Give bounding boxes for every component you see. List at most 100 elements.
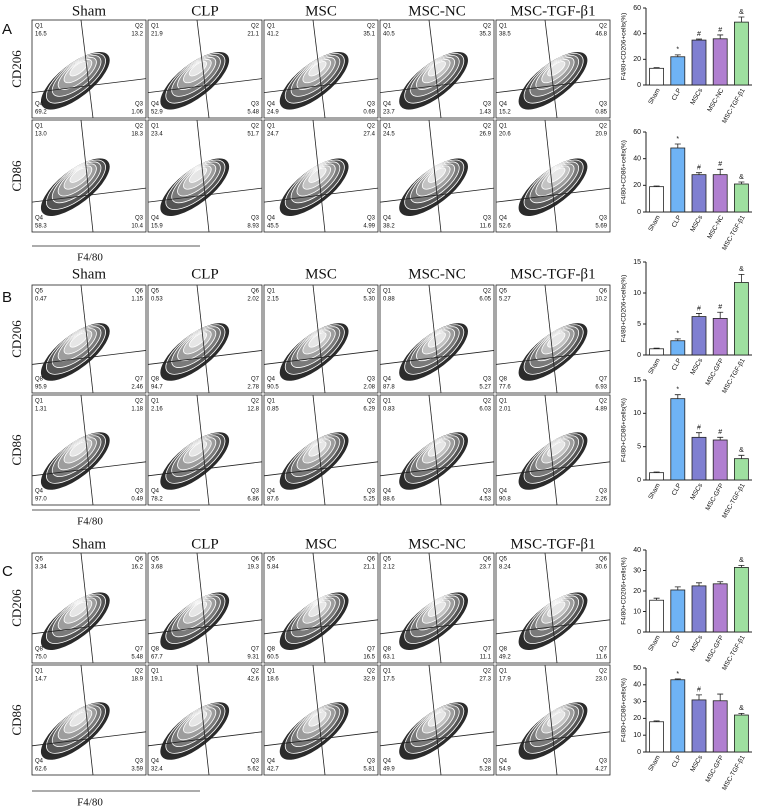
quadrant-label: Q1 (383, 399, 392, 405)
quadrant-value: 69.2 (35, 110, 47, 116)
flow-plot: Q5 3.68 Q6 19.3 Q7 9.31 Q8 67.7 (147, 552, 263, 664)
quadrant-value: 9.31 (247, 655, 259, 661)
gate-line (196, 394, 210, 506)
column-header: MSC (305, 536, 337, 552)
y-axis-label: F4/80+CD86+cells(%) (621, 678, 628, 742)
quadrant-label: Q2 (135, 669, 144, 675)
quadrant-label: Q6 (251, 289, 260, 295)
gate-line (80, 119, 94, 233)
quadrant-value: 88.6 (383, 497, 395, 503)
y-tick-label: 20 (633, 715, 641, 722)
x-tick-label: MSC-TGF-β1 (721, 482, 747, 520)
gate-line (544, 552, 558, 664)
y-tick-label: 30 (633, 567, 641, 574)
y-tick-label: 20 (633, 588, 641, 595)
x-tick-label: Sham (647, 754, 662, 772)
quadrant-value: 41.2 (267, 32, 279, 38)
flow-plot: Q1 20.6 Q2 20.9 Q3 5.69 Q4 52.6 (495, 119, 611, 233)
error-bar (717, 34, 724, 39)
quadrant-value: 2.78 (247, 385, 259, 391)
panel-letter: C (2, 563, 13, 580)
quadrant-label: Q4 (499, 216, 508, 222)
quadrant-value: 18.6 (267, 677, 279, 683)
error-bar (738, 181, 745, 184)
quadrant-value: 10.4 (131, 224, 143, 230)
quadrant-value: 15.2 (499, 110, 511, 116)
significance-mark: & (739, 174, 744, 181)
error-bar (738, 712, 745, 716)
y-tick-label: 60 (633, 129, 641, 136)
density-contour (69, 711, 88, 727)
quadrant-label: Q4 (35, 216, 44, 222)
gate-line (428, 119, 442, 233)
x-tick-label: Sham (647, 634, 662, 652)
quadrant-value: 2.12 (383, 565, 395, 571)
quadrant-value: 8.93 (247, 224, 259, 230)
column-header: CLP (191, 536, 219, 552)
quadrant-value: 26.9 (479, 132, 491, 138)
x-tick-label: CLP (671, 482, 683, 496)
x-tick-label: Sham (647, 214, 662, 232)
column-header: MSC-TGF-β1 (510, 536, 595, 552)
quadrant-label: Q3 (251, 759, 260, 765)
quadrant-value: 8.24 (499, 565, 511, 571)
quadrant-label: Q2 (483, 399, 492, 405)
flow-plot: Q5 0.47 Q6 1.15 Q7 2.46 Q8 95.9 (31, 284, 147, 394)
quadrant-value: 10.2 (595, 297, 607, 303)
quadrant-value: 5.30 (363, 297, 375, 303)
error-bar (717, 311, 724, 319)
gate-line (80, 284, 94, 394)
gate-line (80, 552, 94, 664)
quadrant-label: Q1 (499, 399, 508, 405)
quadrant-label: Q1 (35, 669, 44, 675)
gate-line (544, 119, 558, 233)
y-tick-label: 30 (633, 698, 641, 705)
quadrant-value: 5.25 (363, 497, 375, 503)
flow-plot: Q1 24.7 Q2 27.4 Q3 4.99 Q4 45.5 (263, 119, 379, 233)
gate-line (312, 664, 326, 776)
gate-line (379, 461, 495, 477)
error-bar (738, 274, 745, 283)
x-tick-label: MSCs (689, 754, 704, 773)
density-contour (547, 441, 566, 457)
y-tick-label: 0 (637, 82, 641, 89)
quadrant-label: Q3 (251, 102, 260, 108)
x-tick-label: MSCs (689, 357, 704, 376)
error-bar (653, 185, 660, 187)
bar (670, 398, 686, 481)
quadrant-value: 24.5 (383, 132, 395, 138)
column-header: MSC-NC (408, 266, 466, 282)
quadrant-label: Q4 (35, 759, 44, 765)
density-contour (547, 167, 566, 183)
quadrant-value: 17.9 (499, 677, 511, 683)
quadrant-label: Q4 (151, 489, 160, 495)
quadrant-label: Q6 (367, 557, 376, 563)
quadrant-label: Q1 (35, 399, 44, 405)
quadrant-label: Q3 (367, 759, 376, 765)
gate-line (31, 619, 147, 635)
quadrant-label: Q2 (367, 124, 376, 130)
y-axis-label: F4/80+CD206+cells(%) (621, 275, 628, 343)
quadrant-label: Q2 (135, 399, 144, 405)
bar (712, 439, 728, 481)
quadrant-value: 62.6 (35, 767, 47, 773)
density-contour (427, 601, 446, 617)
quadrant-label: Q7 (135, 647, 144, 653)
quadrant-value: 5.27 (479, 385, 491, 391)
quadrant-label: Q2 (599, 124, 608, 130)
quadrant-label: Q2 (251, 669, 260, 675)
bar (712, 583, 728, 633)
quadrant-label: Q3 (135, 102, 144, 108)
flow-plot: Q1 2.16 Q2 12.8 Q3 6.86 Q4 78.2 (147, 394, 263, 506)
quadrant-value: 5.27 (499, 297, 511, 303)
quadrant-value: 2.15 (267, 297, 279, 303)
x-tick-label: MSC-GFP (704, 357, 725, 386)
quadrant-label: Q4 (267, 377, 276, 383)
quadrant-value: 14.7 (35, 677, 47, 683)
quadrant-label: Q4 (267, 759, 276, 765)
significance-mark: # (718, 429, 722, 436)
error-bar (653, 67, 660, 69)
quadrant-value: 23.0 (595, 677, 607, 683)
quadrant-value: 11.1 (480, 655, 492, 661)
flow-plot: Q1 19.1 Q2 42.6 Q3 5.62 Q4 32.4 (147, 664, 263, 776)
